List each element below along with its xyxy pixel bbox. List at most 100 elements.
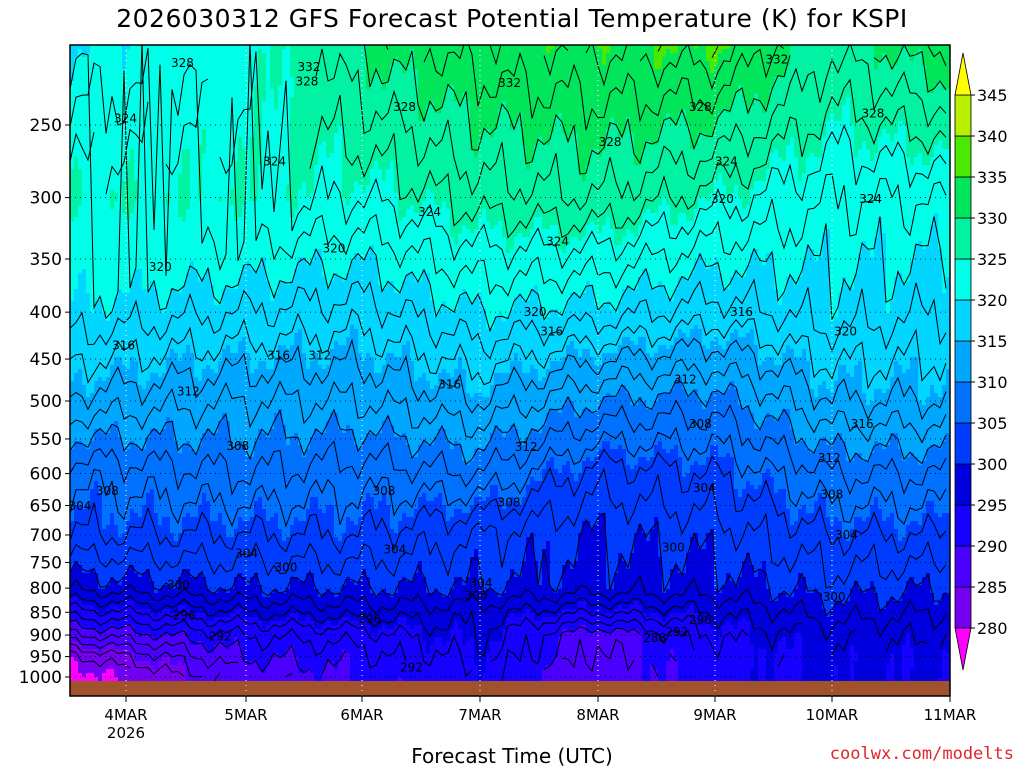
field-cell [74, 441, 79, 446]
field-cell [150, 349, 155, 354]
field-cell [158, 97, 163, 102]
field-cell [154, 565, 159, 570]
field-cell [186, 225, 191, 230]
field-cell [186, 617, 191, 622]
field-cell [130, 61, 135, 66]
field-cell [78, 217, 83, 222]
field-cell [134, 313, 139, 318]
field-cell [142, 589, 147, 594]
field-cell [174, 461, 179, 466]
field-cell [74, 81, 79, 86]
field-cell [154, 145, 159, 150]
field-cell [138, 153, 143, 158]
field-cell [170, 665, 175, 670]
field-cell [170, 413, 175, 418]
field-cell [126, 449, 131, 454]
field-cell [186, 621, 191, 626]
field-cell [162, 557, 167, 562]
field-cell [170, 373, 175, 378]
field-cell [110, 261, 115, 266]
field-cell [130, 501, 135, 506]
field-cell [166, 541, 171, 546]
field-cell [122, 213, 127, 218]
field-cell [126, 441, 131, 446]
field-cell [130, 209, 135, 214]
field-cell [190, 73, 195, 78]
field-cell [162, 413, 167, 418]
field-cell [118, 669, 123, 674]
field-cell [74, 237, 79, 242]
field-cell [146, 149, 151, 154]
field-cell [178, 81, 183, 86]
field-cell [78, 125, 83, 130]
field-cell [162, 653, 167, 658]
field-cell [150, 397, 155, 402]
field-cell [162, 289, 167, 294]
field-cell [154, 589, 159, 594]
field-cell [142, 361, 147, 366]
field-cell [138, 45, 143, 50]
field-cell [162, 397, 167, 402]
field-cell [174, 389, 179, 394]
field-cell [74, 613, 79, 618]
field-cell [174, 329, 179, 334]
field-cell [190, 45, 195, 50]
field-cell [170, 553, 175, 558]
field-cell [158, 401, 163, 406]
field-cell [98, 185, 103, 190]
field-cell [110, 157, 115, 162]
field-cell [154, 597, 159, 602]
field-cell [150, 117, 155, 122]
field-cell [154, 401, 159, 406]
field-cell [86, 601, 91, 606]
field-cell [106, 549, 111, 554]
field-cell [150, 617, 155, 622]
field-cell [122, 649, 127, 654]
field-cell [138, 589, 143, 594]
field-cell [146, 233, 151, 238]
field-cell [130, 361, 135, 366]
field-cell [114, 229, 119, 234]
field-cell [126, 417, 131, 422]
field-cell [154, 549, 159, 554]
field-cell [126, 77, 131, 82]
field-cell [158, 225, 163, 230]
field-cell [182, 525, 187, 530]
field-cell [170, 293, 175, 298]
field-cell [182, 289, 187, 294]
field-cell [158, 485, 163, 490]
field-cell [86, 85, 91, 90]
field-cell [74, 377, 79, 382]
field-cell [74, 589, 79, 594]
field-cell [174, 601, 179, 606]
field-cell [122, 665, 127, 670]
field-cell [130, 117, 135, 122]
field-cell [114, 669, 119, 674]
field-cell [90, 593, 95, 598]
field-cell [82, 377, 87, 382]
field-cell [142, 257, 147, 262]
field-cell [98, 421, 103, 426]
field-cell [158, 361, 163, 366]
field-cell [170, 505, 175, 510]
field-cell [106, 45, 111, 50]
field-cell [70, 405, 75, 410]
field-cell [130, 285, 135, 290]
field-cell [178, 153, 183, 158]
field-cell [134, 157, 139, 162]
field-cell [126, 669, 131, 674]
field-cell [114, 657, 119, 662]
field-cell [106, 345, 111, 350]
field-cell [158, 101, 163, 106]
field-cell [162, 609, 167, 614]
field-cell [86, 421, 91, 426]
field-cell [182, 405, 187, 410]
field-cell [146, 421, 151, 426]
field-cell [118, 277, 123, 282]
field-cell [114, 545, 119, 550]
field-cell [102, 201, 107, 206]
field-cell [74, 153, 79, 158]
field-cell [146, 657, 151, 662]
field-cell [118, 337, 123, 342]
field-cell [150, 489, 155, 494]
